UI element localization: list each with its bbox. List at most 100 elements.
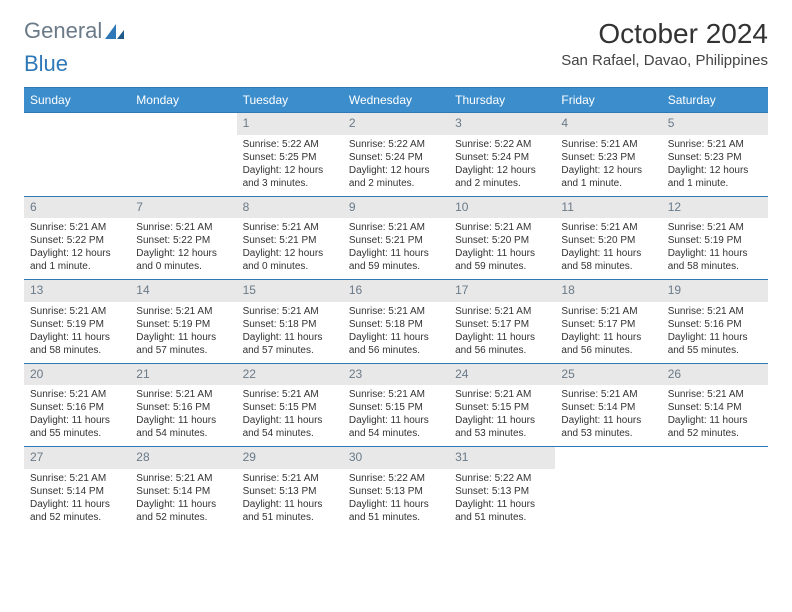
calendar-cell [662,447,768,530]
day-body: Sunrise: 5:21 AMSunset: 5:18 PMDaylight:… [343,302,449,363]
daylight-text: Daylight: 11 hours [349,247,443,260]
sunrise-text: Sunrise: 5:21 AM [349,305,443,318]
daylight-text: Daylight: 12 hours [243,164,337,177]
day-header: Tuesday [237,88,343,113]
daylight-text: Daylight: 11 hours [30,414,124,427]
day-body: Sunrise: 5:22 AMSunset: 5:25 PMDaylight:… [237,135,343,196]
day-body: Sunrise: 5:22 AMSunset: 5:13 PMDaylight:… [343,469,449,530]
day-number [555,447,661,469]
calendar-row: 6Sunrise: 5:21 AMSunset: 5:22 PMDaylight… [24,196,768,280]
sunset-text: Sunset: 5:25 PM [243,151,337,164]
daylight-text: and 52 minutes. [30,511,124,524]
day-number: 18 [555,280,661,302]
daylight-text: and 3 minutes. [243,177,337,190]
daylight-text: and 57 minutes. [136,344,230,357]
day-number: 2 [343,113,449,135]
sunset-text: Sunset: 5:18 PM [349,318,443,331]
day-body: Sunrise: 5:21 AMSunset: 5:23 PMDaylight:… [662,135,768,196]
day-body: Sunrise: 5:21 AMSunset: 5:19 PMDaylight:… [130,302,236,363]
day-header: Friday [555,88,661,113]
sunrise-text: Sunrise: 5:21 AM [561,305,655,318]
sunrise-text: Sunrise: 5:21 AM [136,305,230,318]
daylight-text: and 54 minutes. [243,427,337,440]
month-title: October 2024 [561,18,768,50]
daylight-text: Daylight: 12 hours [561,164,655,177]
daylight-text: Daylight: 11 hours [30,498,124,511]
daylight-text: and 58 minutes. [668,260,762,273]
sunrise-text: Sunrise: 5:21 AM [30,221,124,234]
calendar-cell: 5Sunrise: 5:21 AMSunset: 5:23 PMDaylight… [662,113,768,197]
sunrise-text: Sunrise: 5:21 AM [561,138,655,151]
sunrise-text: Sunrise: 5:21 AM [136,472,230,485]
daylight-text: Daylight: 11 hours [455,414,549,427]
calendar-row: 13Sunrise: 5:21 AMSunset: 5:19 PMDayligh… [24,280,768,364]
day-body [662,469,768,527]
daylight-text: Daylight: 12 hours [243,247,337,260]
daylight-text: Daylight: 12 hours [668,164,762,177]
day-number: 25 [555,364,661,386]
day-header: Wednesday [343,88,449,113]
daylight-text: Daylight: 11 hours [455,247,549,260]
day-body: Sunrise: 5:21 AMSunset: 5:18 PMDaylight:… [237,302,343,363]
daylight-text: Daylight: 11 hours [349,331,443,344]
sunset-text: Sunset: 5:24 PM [455,151,549,164]
day-number: 21 [130,364,236,386]
calendar-cell: 27Sunrise: 5:21 AMSunset: 5:14 PMDayligh… [24,447,130,530]
sunset-text: Sunset: 5:16 PM [30,401,124,414]
sunset-text: Sunset: 5:19 PM [136,318,230,331]
sunset-text: Sunset: 5:17 PM [561,318,655,331]
day-number: 24 [449,364,555,386]
calendar-cell [24,113,130,197]
daylight-text: and 51 minutes. [349,511,443,524]
day-body [130,135,236,193]
sunrise-text: Sunrise: 5:22 AM [455,472,549,485]
calendar-cell: 9Sunrise: 5:21 AMSunset: 5:21 PMDaylight… [343,196,449,280]
calendar-cell: 22Sunrise: 5:21 AMSunset: 5:15 PMDayligh… [237,363,343,447]
day-body [555,469,661,527]
sunrise-text: Sunrise: 5:21 AM [455,305,549,318]
day-number: 6 [24,197,130,219]
logo-text-1: General [24,18,102,44]
calendar-cell: 8Sunrise: 5:21 AMSunset: 5:21 PMDaylight… [237,196,343,280]
sunset-text: Sunset: 5:14 PM [30,485,124,498]
sunrise-text: Sunrise: 5:21 AM [243,305,337,318]
daylight-text: Daylight: 11 hours [668,331,762,344]
sunset-text: Sunset: 5:14 PM [561,401,655,414]
day-body: Sunrise: 5:21 AMSunset: 5:21 PMDaylight:… [237,218,343,279]
daylight-text: and 1 minute. [668,177,762,190]
logo: General [24,18,126,44]
day-header: Thursday [449,88,555,113]
daylight-text: and 59 minutes. [455,260,549,273]
sunset-text: Sunset: 5:19 PM [30,318,124,331]
sunrise-text: Sunrise: 5:22 AM [243,138,337,151]
sunrise-text: Sunrise: 5:21 AM [30,305,124,318]
logo-text-2: Blue [24,51,68,76]
day-number: 5 [662,113,768,135]
sunrise-text: Sunrise: 5:22 AM [349,138,443,151]
calendar-row: 20Sunrise: 5:21 AMSunset: 5:16 PMDayligh… [24,363,768,447]
calendar-cell [555,447,661,530]
daylight-text: Daylight: 11 hours [455,331,549,344]
day-number: 16 [343,280,449,302]
sunrise-text: Sunrise: 5:21 AM [561,388,655,401]
day-header-row: Sunday Monday Tuesday Wednesday Thursday… [24,88,768,113]
daylight-text: Daylight: 11 hours [136,498,230,511]
calendar-cell: 10Sunrise: 5:21 AMSunset: 5:20 PMDayligh… [449,196,555,280]
sunrise-text: Sunrise: 5:21 AM [243,221,337,234]
day-number: 4 [555,113,661,135]
location: San Rafael, Davao, Philippines [561,52,768,69]
day-body: Sunrise: 5:21 AMSunset: 5:23 PMDaylight:… [555,135,661,196]
sunrise-text: Sunrise: 5:21 AM [30,388,124,401]
daylight-text: and 1 minute. [561,177,655,190]
day-header: Saturday [662,88,768,113]
day-body: Sunrise: 5:21 AMSunset: 5:15 PMDaylight:… [449,385,555,446]
sunset-text: Sunset: 5:19 PM [668,234,762,247]
sunrise-text: Sunrise: 5:21 AM [243,472,337,485]
calendar-cell: 25Sunrise: 5:21 AMSunset: 5:14 PMDayligh… [555,363,661,447]
sunset-text: Sunset: 5:14 PM [136,485,230,498]
calendar-row: 27Sunrise: 5:21 AMSunset: 5:14 PMDayligh… [24,447,768,530]
day-body: Sunrise: 5:21 AMSunset: 5:20 PMDaylight:… [555,218,661,279]
day-body: Sunrise: 5:21 AMSunset: 5:19 PMDaylight:… [662,218,768,279]
daylight-text: Daylight: 11 hours [349,498,443,511]
day-body: Sunrise: 5:21 AMSunset: 5:14 PMDaylight:… [130,469,236,530]
